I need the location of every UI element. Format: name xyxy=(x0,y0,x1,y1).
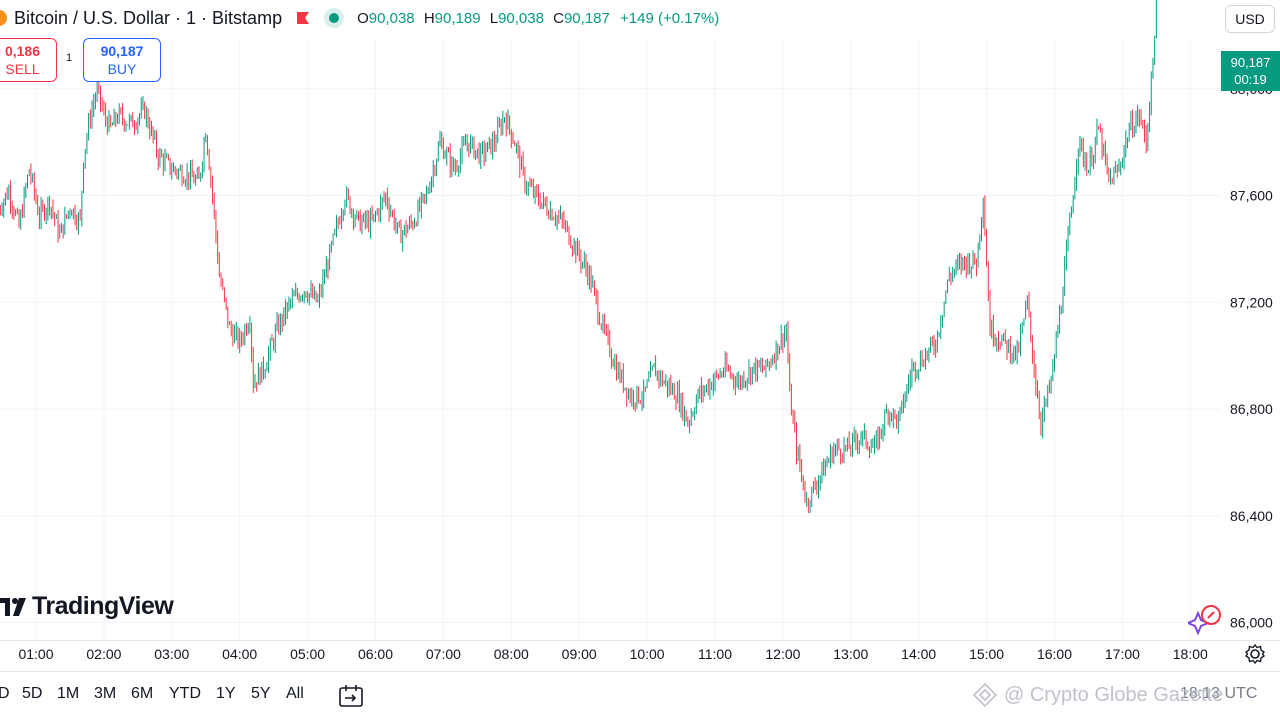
range-button-1m[interactable]: 1M xyxy=(57,685,80,702)
x-tick-label: 11:00 xyxy=(698,646,732,662)
flag-icon[interactable] xyxy=(296,11,310,25)
range-button-5y[interactable]: 5Y xyxy=(251,685,271,702)
market-open-icon xyxy=(324,8,345,28)
open-label: O xyxy=(357,9,369,27)
close-value: 90,187 xyxy=(563,9,610,27)
x-tick-label: 03:00 xyxy=(154,646,189,662)
x-tick-label: 13:00 xyxy=(833,646,868,662)
range-button-3m[interactable]: 3M xyxy=(94,685,117,702)
sell-button[interactable]: 0,186 SELL xyxy=(0,38,57,82)
low-label: L xyxy=(489,9,499,27)
y-tick-label: 86,800 xyxy=(1230,401,1273,417)
bar-countdown: 00:19 xyxy=(1234,72,1267,87)
settings-gear-icon[interactable] xyxy=(1244,643,1266,665)
buy-button[interactable]: 90,187 BUY xyxy=(83,38,161,82)
trade-quantity[interactable]: 1 xyxy=(66,52,73,64)
range-button-ytd[interactable]: YTD xyxy=(169,685,201,702)
x-tick-label: 02:00 xyxy=(86,646,121,662)
range-button-6m[interactable]: 6M xyxy=(131,685,154,702)
open-value: 90,038 xyxy=(368,9,415,27)
watermark: @ Crypto Globe Gazette xyxy=(972,682,1223,708)
buy-label: BUY xyxy=(107,61,137,77)
x-tick-label: 12:00 xyxy=(765,646,800,662)
tradingview-mark-icon xyxy=(0,597,26,616)
range-button-1y[interactable]: 1Y xyxy=(216,685,236,702)
x-tick-label: 14:00 xyxy=(901,646,936,662)
y-tick-label: 87,600 xyxy=(1230,188,1273,204)
x-tick-label: 01:00 xyxy=(18,646,53,662)
y-tick-label: 86,400 xyxy=(1230,508,1273,524)
range-button-1d[interactable]: D xyxy=(0,685,10,702)
watermark-logo-icon xyxy=(972,682,998,708)
brand-name: TradingView xyxy=(32,592,174,620)
sparkle-icon[interactable] xyxy=(1188,603,1222,637)
y-tick-label: 87,200 xyxy=(1230,294,1273,310)
change-value: +149 (+0.17%) xyxy=(620,9,720,27)
last-price-label: 90,187 00:19 xyxy=(1221,51,1280,91)
x-axis[interactable]: 01:00 02:00 03:00 04:00 05:00 06:00 07:00 08:00… xyxy=(0,640,1280,663)
high-label: H xyxy=(423,9,435,27)
x-tick-label: 09:00 xyxy=(562,646,597,662)
high-value: 90,189 xyxy=(434,9,481,27)
watermark-text: @ Crypto Globe Gazette xyxy=(1004,683,1224,706)
x-tick-label: 17:00 xyxy=(1105,646,1140,662)
chart-grid xyxy=(0,40,1220,640)
x-tick-label: 05:00 xyxy=(290,646,325,662)
sell-price: 0,186 xyxy=(4,43,41,59)
x-tick-label: 16:00 xyxy=(1037,646,1072,662)
currency-button[interactable]: USD xyxy=(1225,5,1275,33)
candles xyxy=(0,0,1157,514)
y-tick-label: 86,000 xyxy=(1230,615,1273,631)
go-to-date-icon[interactable] xyxy=(338,684,364,708)
x-tick-label: 18:00 xyxy=(1173,646,1208,662)
tradingview-logo[interactable]: TradingView xyxy=(0,592,174,621)
low-value: 90,038 xyxy=(498,9,544,27)
close-label: C xyxy=(553,9,564,27)
x-tick-label: 15:00 xyxy=(969,646,1004,662)
x-tick-label: 06:00 xyxy=(358,646,393,662)
last-price-value: 90,187 xyxy=(1230,55,1271,70)
bottom-toolbar: D 5D 1M 3M 6M YTD 1Y 5Y All 18:13 UTC @ … xyxy=(0,671,1280,720)
x-tick-label: 04:00 xyxy=(222,646,257,662)
range-button-5d[interactable]: 5D xyxy=(22,685,43,702)
buy-price: 90,187 xyxy=(100,43,144,59)
x-tick-label: 10:00 xyxy=(630,646,665,662)
x-tick-label: 07:00 xyxy=(426,646,461,662)
symbol-legend: Bitcoin / U.S. Dollar · 1 · Bitstamp O90… xyxy=(0,6,719,30)
ohlc-values: O90,038 H90,189 L90,038 C90,187 +149 (+0… xyxy=(352,10,719,27)
range-button-all[interactable]: All xyxy=(286,685,304,702)
y-axis[interactable]: 86,00086,40086,80087,20087,60088,00088,4… xyxy=(1230,0,1273,631)
symbol-title[interactable]: Bitcoin / U.S. Dollar · 1 · Bitstamp xyxy=(14,7,283,28)
utc-time[interactable]: 18:13 UTC xyxy=(1180,685,1258,702)
sell-label: SELL xyxy=(5,61,40,77)
bitcoin-icon xyxy=(0,10,7,26)
x-tick-label: 08:00 xyxy=(494,646,529,662)
